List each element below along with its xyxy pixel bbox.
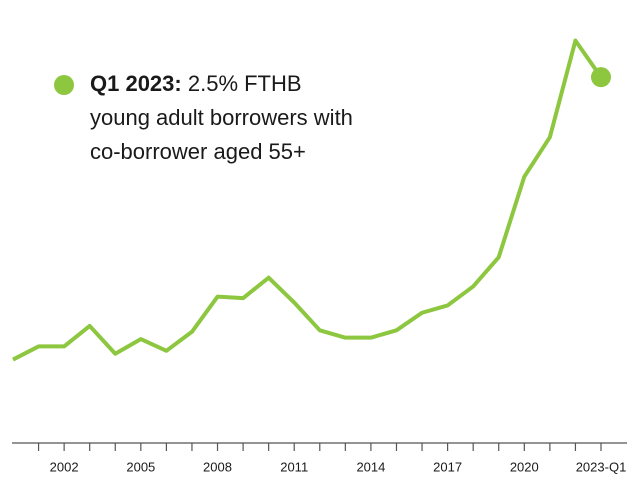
x-tick-label: 2023-Q1 [576, 459, 627, 474]
x-tick-label: 2014 [356, 459, 385, 474]
annotation-marker [54, 75, 74, 95]
x-tick-label: 2008 [203, 459, 232, 474]
annotation-label: Q1 2023: [90, 71, 182, 96]
x-tick-label: 2020 [510, 459, 539, 474]
annotation-text: Q1 2023: 2.5% FTHB [90, 71, 302, 96]
annotation-line: young adult borrowers with [90, 105, 353, 130]
x-tick-label: 2017 [433, 459, 462, 474]
annotation-line: co-borrower aged 55+ [90, 139, 306, 164]
x-tick-label: 2002 [50, 459, 79, 474]
end-point [591, 67, 611, 88]
annotation: Q1 2023: 2.5% FTHB young adult borrowers… [54, 71, 353, 164]
x-tick-label: 2005 [126, 459, 155, 474]
x-tick-label: 2011 [280, 459, 308, 474]
annotation-line: 2.5% FTHB [188, 71, 302, 96]
line [12, 38, 603, 362]
